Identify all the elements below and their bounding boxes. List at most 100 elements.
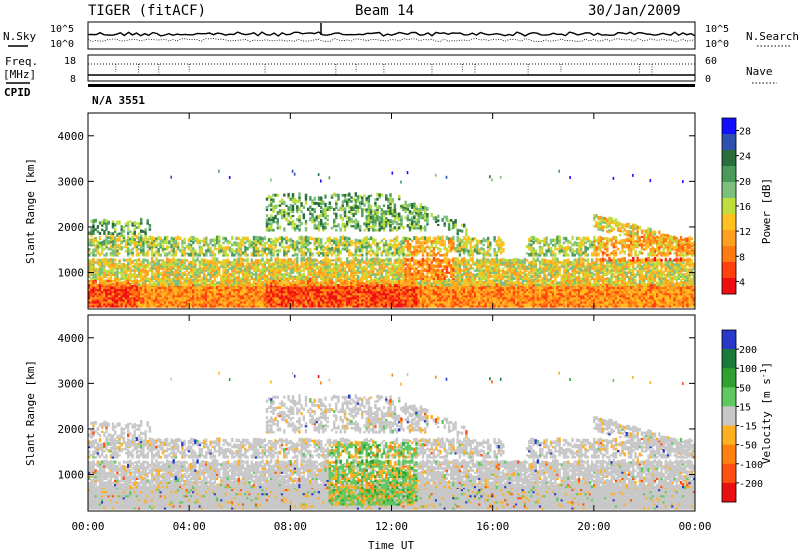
- power-cell: [118, 277, 121, 280]
- power-cell: [421, 291, 425, 294]
- power-cell: [387, 283, 390, 287]
- power-cell: [265, 278, 269, 283]
- power-cell: [372, 296, 375, 300]
- power-cell: [181, 297, 184, 302]
- power-cell: [179, 282, 182, 287]
- power-cell: [293, 253, 297, 257]
- power-cell: [289, 262, 293, 266]
- power-cell: [296, 268, 299, 272]
- power-cell: [302, 289, 306, 294]
- power-cell: [153, 295, 156, 300]
- power-cell: [218, 235, 221, 241]
- power-cell: [276, 296, 280, 300]
- power-cell: [391, 300, 394, 304]
- power-cell: [278, 267, 282, 270]
- power-cell: [322, 253, 325, 257]
- power-cell: [92, 292, 95, 296]
- power-cell: [114, 301, 117, 306]
- power-cell: [398, 300, 401, 304]
- power-cell: [257, 263, 260, 268]
- power-cell: [391, 227, 394, 232]
- power-cell: [387, 260, 390, 264]
- power-cell: [382, 261, 386, 264]
- power-cell: [202, 271, 206, 274]
- power-cell: [88, 240, 91, 245]
- power-cell: [326, 299, 329, 304]
- power-cell: [109, 282, 113, 287]
- power-cell: [372, 260, 375, 264]
- power-cell: [267, 227, 271, 232]
- power-cell: [257, 285, 260, 290]
- power-cell: [252, 278, 256, 283]
- power-cell: [239, 269, 243, 272]
- power-cell: [311, 207, 314, 211]
- power-cell: [265, 229, 269, 232]
- power-cell: [241, 236, 245, 241]
- power-cell: [103, 288, 106, 292]
- power-cell: [398, 291, 401, 296]
- power-cell: [339, 261, 342, 266]
- power-cell: [313, 201, 316, 205]
- power-cell: [129, 269, 132, 274]
- power-cell: [185, 286, 189, 290]
- power-cell: [111, 249, 115, 253]
- power-cell: [150, 243, 154, 247]
- power-cell: [411, 253, 414, 257]
- power-cell: [257, 236, 260, 241]
- power-cell: [224, 273, 228, 276]
- power-cell: [315, 280, 319, 283]
- power-cell: [302, 303, 306, 306]
- power-cell: [363, 290, 366, 294]
- power-cell: [339, 257, 342, 262]
- power-cell: [359, 194, 362, 199]
- power-cell: [304, 227, 308, 232]
- power-cell: [111, 233, 115, 237]
- power-cell: [296, 256, 299, 262]
- power-cell: [265, 258, 269, 262]
- power-cell: [402, 288, 405, 292]
- power-cell: [111, 240, 115, 244]
- power-cell: [322, 276, 325, 281]
- power-cell: [302, 205, 306, 209]
- power-cell: [419, 206, 423, 210]
- power-cell: [146, 245, 149, 249]
- power-cell: [274, 283, 277, 287]
- power-cell: [289, 197, 293, 201]
- freq-right-tick-top: 60: [705, 56, 717, 67]
- power-cell: [274, 274, 277, 278]
- power-cell: [237, 301, 241, 306]
- power-cell: [194, 264, 197, 268]
- power-cell: [222, 274, 225, 278]
- power-cell: [343, 292, 347, 296]
- power-cell: [278, 303, 282, 306]
- power-cell: [385, 288, 388, 292]
- power-cell: [395, 267, 399, 270]
- power-cell: [209, 300, 212, 304]
- power-cell: [222, 264, 225, 268]
- power-cell: [88, 289, 91, 294]
- power-cell: [404, 292, 407, 296]
- power-cell: [404, 269, 407, 274]
- power-cell: [200, 240, 204, 243]
- power-cell: [387, 208, 390, 211]
- power-cell: [333, 247, 336, 251]
- power-cell: [376, 197, 379, 201]
- power-cell: [196, 257, 199, 262]
- power-cell: [333, 297, 336, 302]
- power-cell: [250, 261, 254, 264]
- power-cell: [304, 247, 308, 251]
- power-cell: [402, 270, 405, 274]
- power-cell: [133, 274, 136, 278]
- power-cell: [176, 275, 180, 278]
- power-cell: [313, 208, 316, 211]
- power-cell: [263, 250, 267, 253]
- power-cell: [213, 238, 217, 243]
- power-cell: [241, 274, 245, 278]
- power-cell: [246, 275, 249, 278]
- power-cell: [215, 248, 219, 251]
- power-cell: [408, 222, 412, 226]
- power-cell: [335, 289, 338, 292]
- power-cell: [250, 293, 254, 298]
- power-cell: [90, 273, 93, 276]
- power-cell: [157, 267, 160, 272]
